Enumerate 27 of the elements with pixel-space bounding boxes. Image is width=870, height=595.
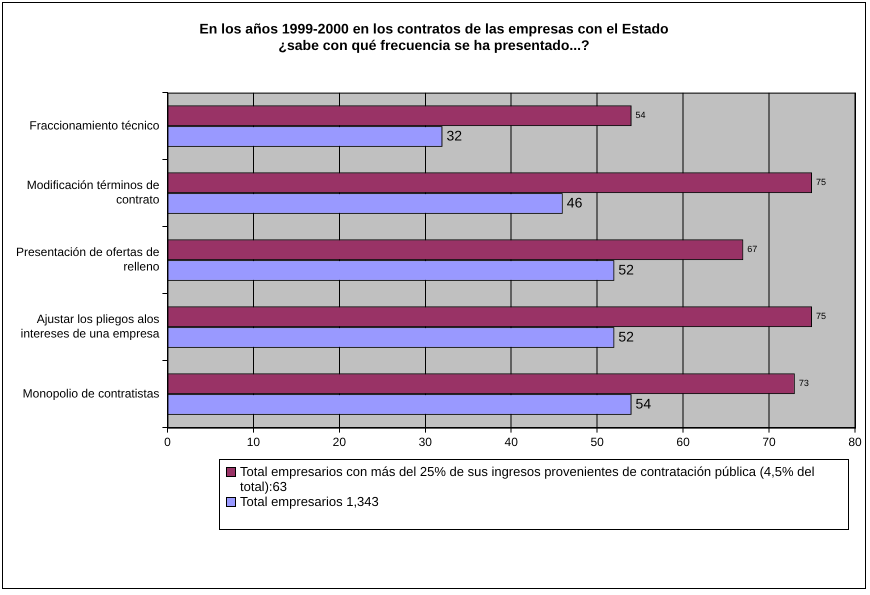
y-tick-label: Presentación de ofertas de relleno	[16, 245, 160, 274]
x-tick-label: 50	[590, 435, 604, 450]
y-tick-label: Fraccionamiento técnico	[29, 118, 160, 132]
legend-label: Total empresarios 1,343	[240, 494, 379, 509]
data-label: 67	[747, 244, 758, 254]
data-label: 75	[816, 177, 826, 188]
data-label: 54	[636, 110, 646, 120]
x-tick-label: 10	[246, 435, 260, 450]
legend-label: Total empresarios con más del 25% de sus ingresos provenientes de contratación pública (4,5% del total):63	[240, 464, 816, 494]
x-tick-label: 20	[332, 435, 346, 450]
y-tick-label: Modificación términos de contrato	[26, 178, 160, 207]
y-tick-label: Monopolio de contratistas	[22, 386, 160, 400]
data-label: 75	[816, 311, 826, 322]
x-tick-label: 60	[676, 435, 690, 450]
data-label: 32	[446, 127, 462, 144]
data-label: 52	[618, 328, 634, 344]
x-tick-label: 40	[504, 435, 518, 450]
data-label: 46	[566, 194, 583, 210]
x-tick-label: 80	[848, 435, 862, 450]
x-tick-label: 70	[762, 435, 776, 450]
y-tick-label: Ajustar los pliegos alos intereses de una empresa	[20, 312, 160, 341]
data-label: 73	[798, 378, 809, 388]
x-tick-label: 0	[164, 435, 172, 450]
data-label: 54	[636, 395, 652, 412]
x-tick-label: 30	[418, 435, 432, 450]
data-label: 52	[618, 261, 634, 278]
chart-title: En los años 1999-2000 en los contratos de las empresas con el Estado ¿sabe con qué frecuencia se ha presentado...?	[199, 20, 669, 54]
